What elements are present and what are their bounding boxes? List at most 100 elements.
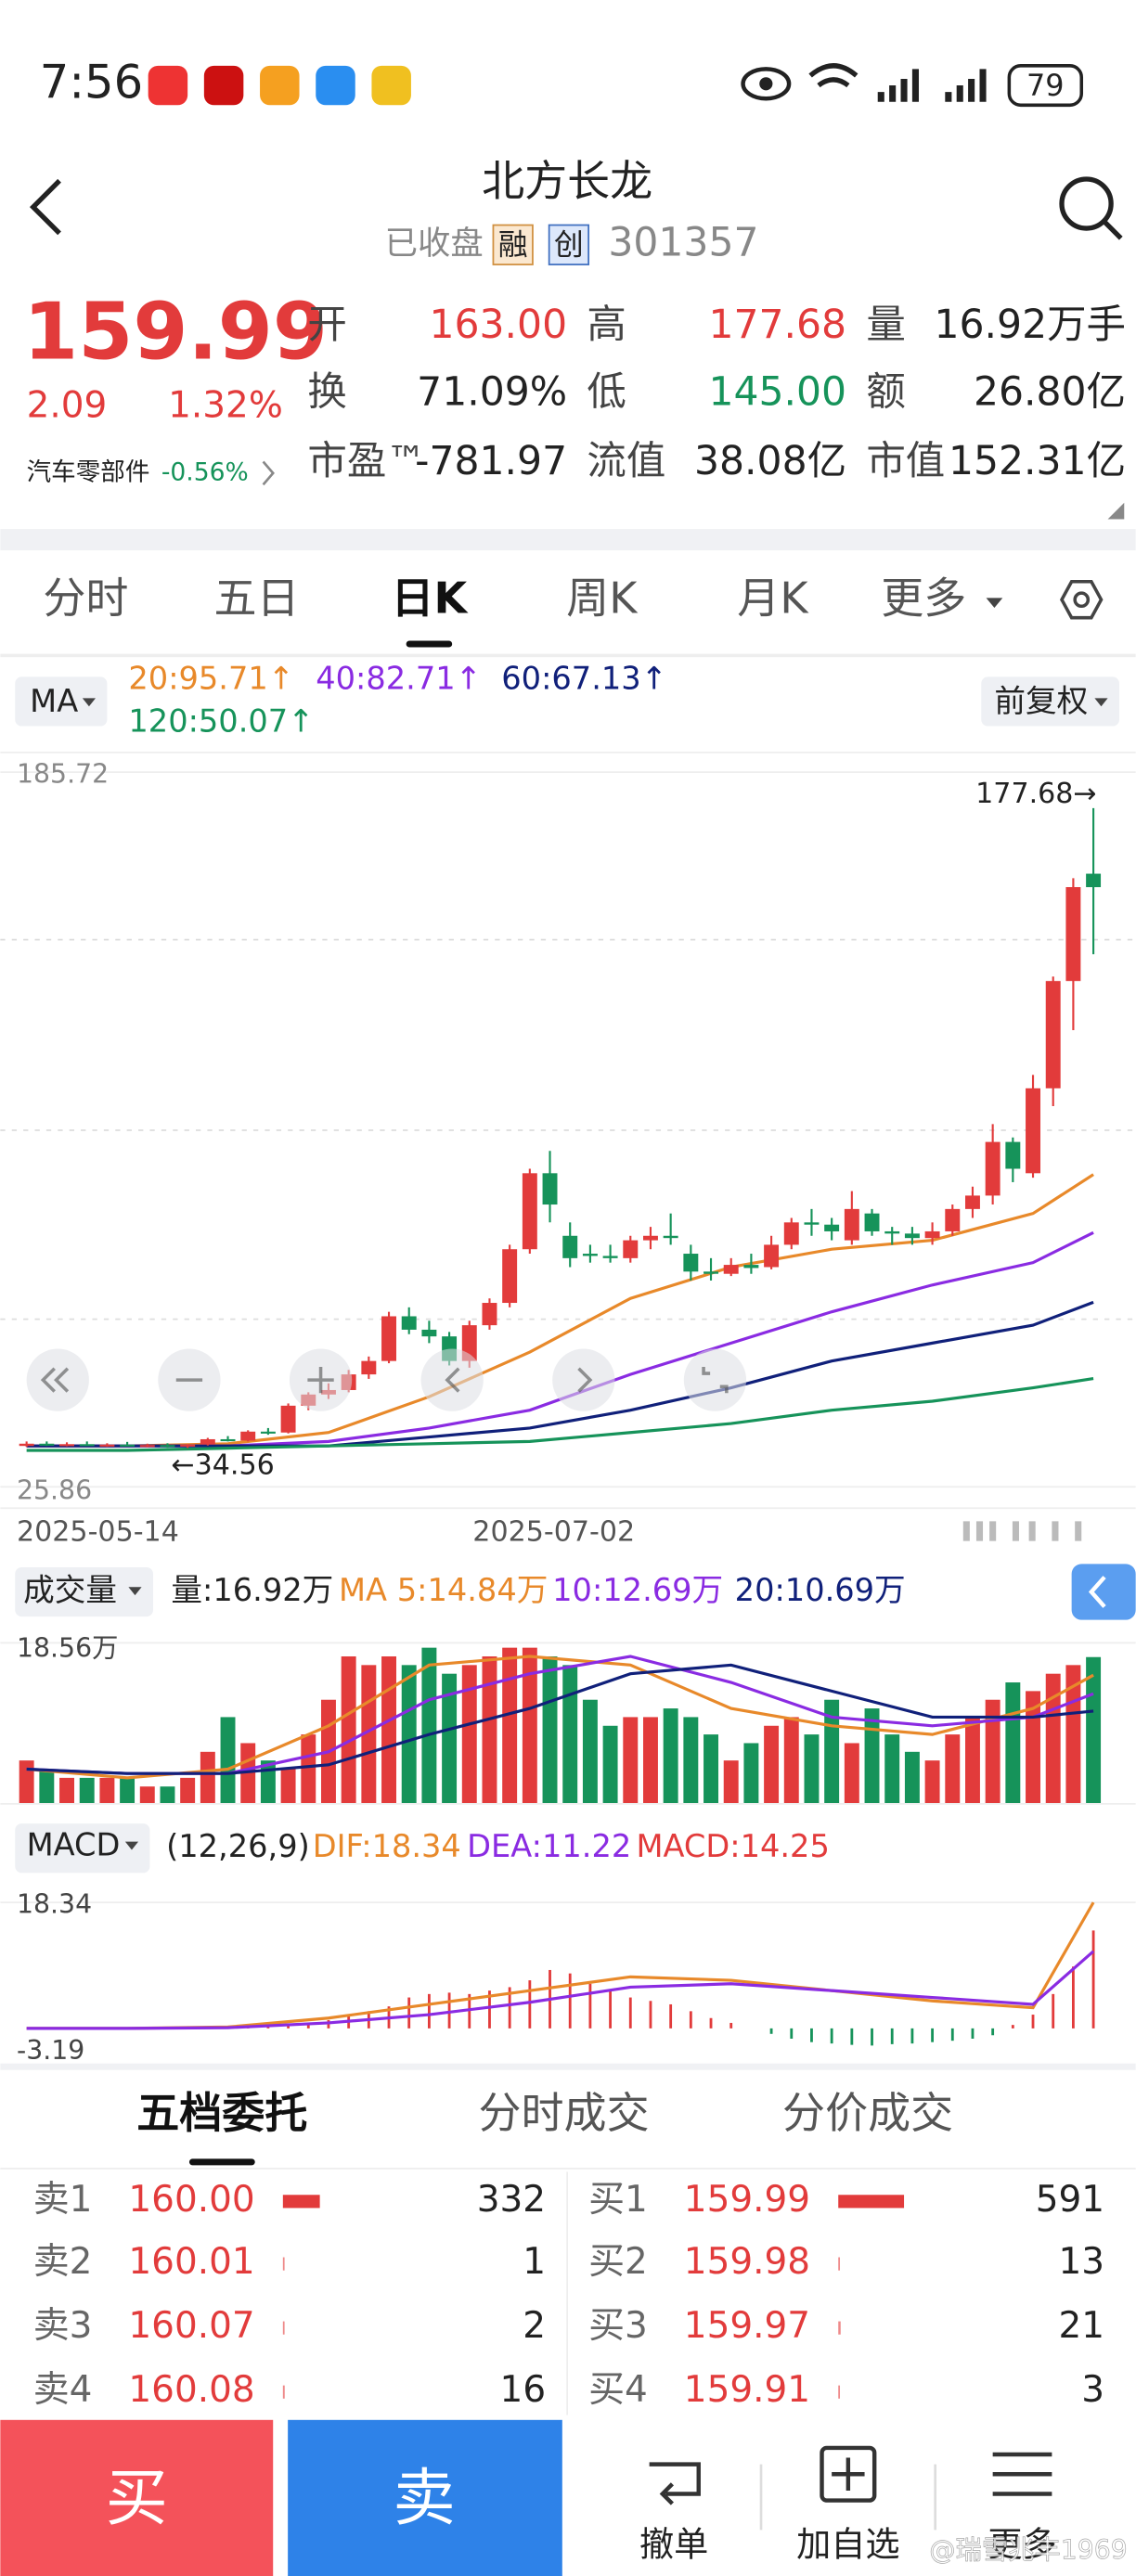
separator bbox=[759, 2464, 937, 2531]
book-price: 159.97 bbox=[684, 2305, 810, 2347]
book-qty: 591 bbox=[1036, 2179, 1104, 2221]
tag: 创 bbox=[554, 227, 584, 263]
volume-bar bbox=[562, 1665, 578, 1804]
candle-body bbox=[663, 1235, 678, 1239]
candle-body bbox=[924, 1230, 940, 1239]
field-value: 152.31亿 bbox=[949, 439, 1126, 484]
field-value: 145.00 bbox=[708, 369, 846, 415]
back-button[interactable] bbox=[29, 178, 61, 236]
search-button[interactable] bbox=[1059, 176, 1114, 231]
watch-icon bbox=[820, 2445, 877, 2503]
bottom-actions: 撤单 加自选 更多 bbox=[639, 2524, 1057, 2565]
period-tab[interactable]: 更多 bbox=[881, 573, 966, 623]
period-tab[interactable]: 五日 bbox=[213, 573, 299, 623]
macd-title: MACD bbox=[27, 1826, 121, 1862]
volume-bar bbox=[623, 1717, 639, 1804]
action-label[interactable]: 加自选 bbox=[796, 2524, 899, 2565]
settings-button[interactable] bbox=[1059, 579, 1104, 620]
volume-chart: 量:16.92万 MA 5:14.84万 10:12.69万 20:10.69万 18.… bbox=[0, 1572, 1136, 1805]
field-label: 高 bbox=[587, 303, 626, 348]
book-level: 买1 bbox=[588, 2179, 648, 2221]
action-label[interactable]: 更多 bbox=[988, 2524, 1056, 2565]
ma-line bbox=[26, 1377, 1094, 1452]
field-value: 26.80亿 bbox=[974, 369, 1126, 415]
macd-label: DIF:18.34 bbox=[313, 1828, 461, 1864]
expand-button[interactable] bbox=[1071, 1564, 1136, 1620]
book-tab[interactable]: 五档委托 bbox=[136, 2088, 307, 2138]
book-tab[interactable]: 分时成交 bbox=[479, 2088, 650, 2138]
battery-level: 79 bbox=[1026, 68, 1065, 103]
cancel-icon bbox=[649, 2462, 701, 2505]
action-label[interactable]: 撤单 bbox=[639, 2524, 708, 2565]
book-price: 160.08 bbox=[128, 2369, 254, 2411]
book-price: 159.98 bbox=[684, 2241, 810, 2283]
candle-body bbox=[704, 1271, 718, 1274]
sector-change: -0.56% bbox=[161, 457, 249, 486]
candle-body bbox=[522, 1173, 537, 1250]
book-level: 买2 bbox=[588, 2241, 648, 2283]
volume-bar bbox=[844, 1743, 859, 1804]
volume-title: 成交量 bbox=[23, 1572, 117, 1608]
volume-bar bbox=[99, 1777, 115, 1804]
field-label: 量 bbox=[866, 303, 905, 348]
book-level: 卖2 bbox=[33, 2241, 93, 2283]
tag-box bbox=[548, 224, 590, 265]
adjust-button[interactable] bbox=[981, 676, 1119, 727]
tab-underline bbox=[406, 640, 453, 648]
candle-body bbox=[723, 1265, 739, 1274]
dropdown-arrow bbox=[986, 598, 1003, 609]
candle-body bbox=[482, 1303, 497, 1326]
volume-label: 20:10.69万 bbox=[735, 1572, 906, 1608]
field-label: 市盈™ bbox=[307, 439, 425, 484]
chevron bbox=[262, 460, 275, 486]
book-level: 卖3 bbox=[33, 2305, 93, 2347]
period-tab[interactable]: 日K bbox=[392, 573, 470, 623]
candle-body bbox=[401, 1316, 417, 1330]
book-price: 159.99 bbox=[684, 2179, 810, 2221]
price: 159.99 bbox=[23, 286, 328, 378]
volume-bar bbox=[502, 1647, 518, 1804]
volume-ma-line bbox=[26, 1663, 1094, 1775]
macd-button[interactable] bbox=[15, 1823, 150, 1874]
period-tab[interactable]: 周K bbox=[566, 573, 639, 623]
period-tab[interactable]: 分时 bbox=[43, 573, 128, 623]
chart-control[interactable] bbox=[683, 1348, 747, 1411]
book-qty-bar bbox=[838, 2321, 841, 2335]
candle-body bbox=[1026, 1088, 1040, 1174]
candle-body bbox=[985, 1141, 1000, 1196]
stock-code: 301357 bbox=[608, 220, 758, 265]
buy-button[interactable] bbox=[0, 2419, 274, 2576]
watermark: @瑞雪兆丰1969 bbox=[929, 2534, 1128, 2565]
book-qty: 2 bbox=[523, 2305, 546, 2347]
candle-body bbox=[139, 1445, 155, 1448]
candle-body bbox=[99, 1444, 115, 1447]
search-button bbox=[1103, 220, 1123, 240]
volume-bar bbox=[602, 1725, 618, 1804]
y-axis-label: 18.56万 bbox=[17, 1632, 118, 1663]
chart-control[interactable] bbox=[552, 1348, 615, 1411]
field-value: 163.00 bbox=[430, 303, 568, 348]
ma-line bbox=[26, 1300, 1094, 1448]
candle-body bbox=[964, 1195, 980, 1209]
book-tab[interactable]: 分价成交 bbox=[782, 2088, 953, 2138]
candle-body bbox=[1065, 886, 1081, 982]
volume-bar bbox=[120, 1777, 136, 1804]
tag: 融 bbox=[498, 227, 528, 263]
macd-label: MACD:14.25 bbox=[636, 1828, 829, 1864]
book-qty-bar bbox=[282, 2195, 320, 2209]
volume-button[interactable] bbox=[15, 1566, 153, 1617]
sell-button[interactable] bbox=[288, 2419, 562, 2576]
book-level: 买4 bbox=[588, 2369, 648, 2411]
volume-bar bbox=[542, 1655, 558, 1804]
indicator-button[interactable] bbox=[15, 676, 108, 727]
chart-control[interactable] bbox=[420, 1348, 484, 1411]
candle-body bbox=[160, 1445, 175, 1448]
period-tab[interactable]: 月K bbox=[737, 573, 809, 623]
candle-body bbox=[502, 1249, 518, 1304]
candle-body bbox=[642, 1235, 658, 1241]
tab-underline bbox=[188, 2158, 255, 2166]
divider bbox=[0, 529, 1136, 551]
divider bbox=[0, 653, 1136, 658]
